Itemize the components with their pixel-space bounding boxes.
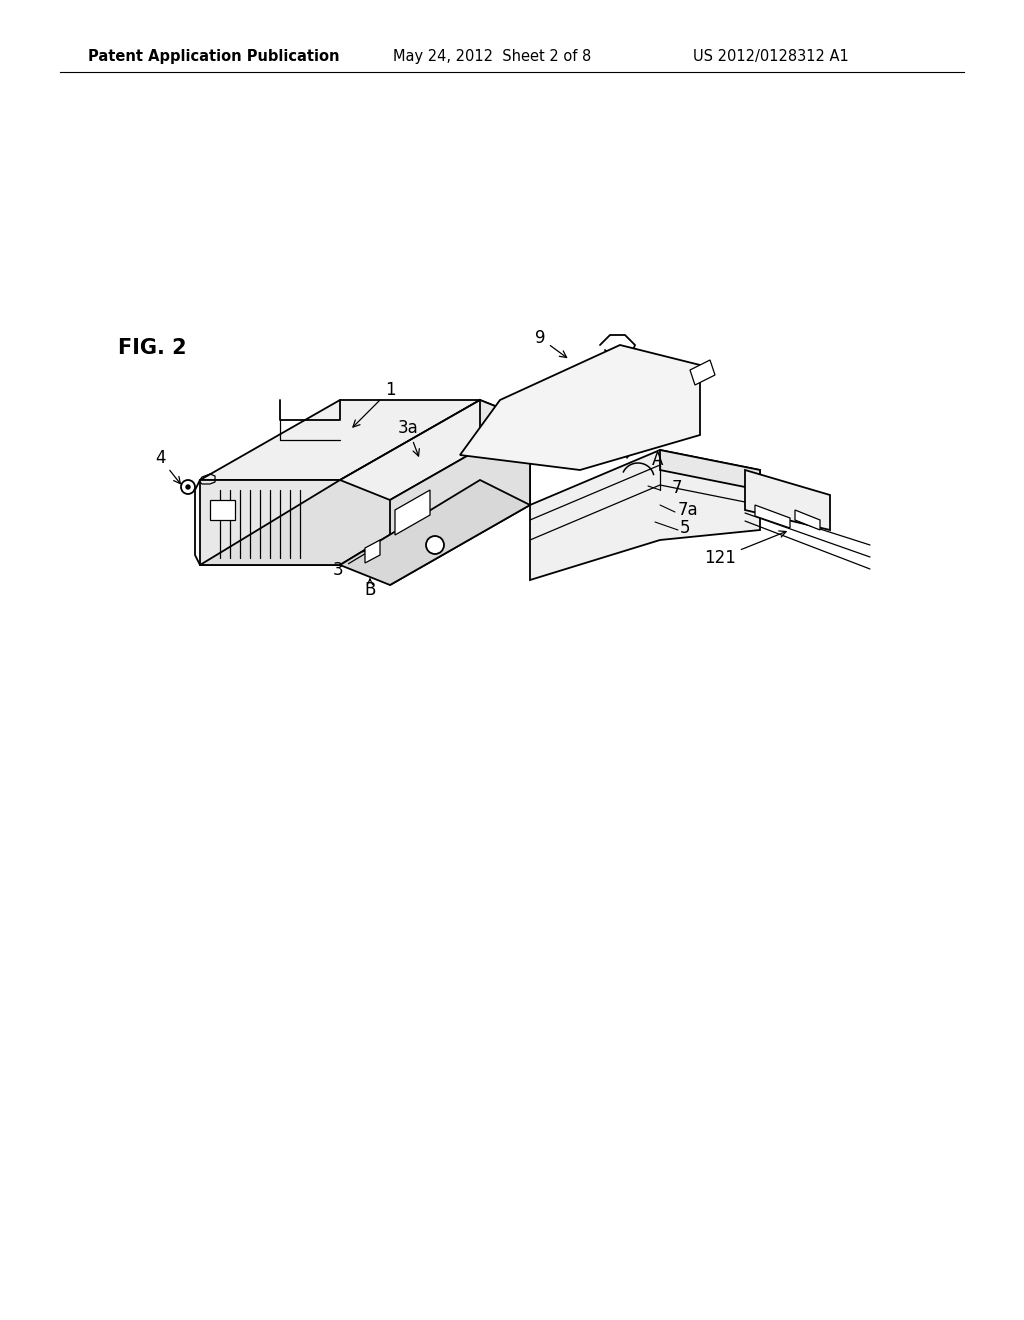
Polygon shape [755,506,790,528]
Text: B: B [365,581,376,599]
Circle shape [186,484,190,488]
Text: 7: 7 [672,479,683,498]
Text: 121: 121 [705,531,786,568]
Polygon shape [795,510,820,531]
Text: 4: 4 [155,449,180,483]
Text: FIG. 2: FIG. 2 [118,338,186,358]
Polygon shape [365,540,380,564]
Polygon shape [660,450,760,490]
Text: 3a: 3a [397,418,419,457]
Polygon shape [460,345,700,470]
Circle shape [181,480,195,494]
Text: 9: 9 [535,329,566,358]
Polygon shape [395,490,430,535]
Polygon shape [210,500,234,520]
Text: US 2012/0128312 A1: US 2012/0128312 A1 [693,49,849,65]
Polygon shape [390,420,530,585]
Polygon shape [745,470,830,531]
Polygon shape [340,480,530,585]
Text: 7a: 7a [678,502,698,519]
Text: 1: 1 [353,381,395,428]
Text: 3: 3 [333,552,370,579]
Polygon shape [690,360,715,385]
Polygon shape [200,480,480,565]
Text: 5: 5 [680,519,690,537]
Text: Patent Application Publication: Patent Application Publication [88,49,340,65]
Text: May 24, 2012  Sheet 2 of 8: May 24, 2012 Sheet 2 of 8 [393,49,591,65]
Polygon shape [530,450,760,579]
Circle shape [426,536,444,554]
Text: A: A [652,451,664,469]
Polygon shape [200,480,340,565]
Polygon shape [480,400,530,506]
Polygon shape [340,400,530,500]
Polygon shape [200,400,480,480]
